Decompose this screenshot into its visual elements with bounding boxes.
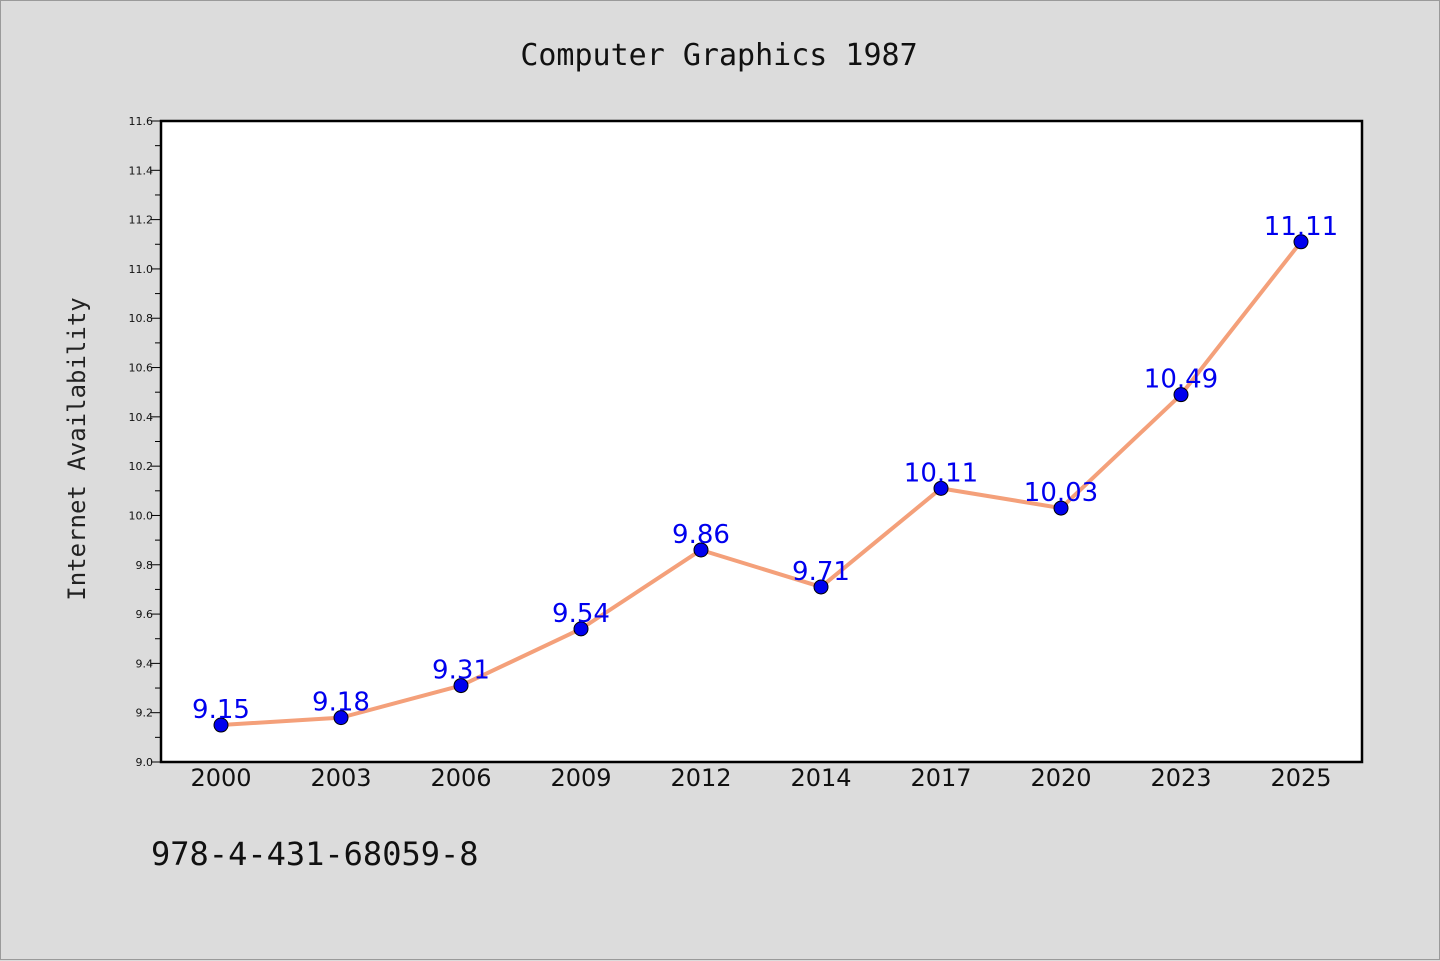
data-label: 11.11 [1264, 212, 1338, 242]
x-tick-label: 2017 [910, 764, 971, 792]
y-tick-label: 11.6 [129, 115, 154, 128]
y-tick-label: 9.2 [136, 707, 154, 720]
x-tick-label: 2003 [310, 764, 371, 792]
y-tick-label: 10.6 [129, 362, 154, 375]
data-point-2023 [1173, 387, 1189, 403]
x-tick-label: 2006 [430, 764, 491, 792]
data-point-2020 [1053, 500, 1069, 516]
y-tick-label: 9.0 [136, 756, 154, 769]
y-tick-label: 11.4 [129, 164, 154, 177]
data-point-2017 [933, 480, 949, 496]
data-point-2006 [453, 678, 469, 694]
x-axis-ticks: 2000 2003 2006 2009 2012 2014 2017 2020 2023 2025 [190, 764, 1331, 792]
y-tick-label: 9.8 [136, 559, 154, 572]
data-label: 10.03 [1024, 478, 1098, 508]
y-axis-ticks: 9.0 9.2 9.4 9.6 9.8 10.0 10.2 10.4 10.6 10.8 11.0 1… [129, 115, 161, 769]
data-labels-layer: 9.15 9.18 9.31 9.54 9.86 9.71 10.11 10.03 10.49 1… [192, 212, 1338, 725]
data-point-2012 [693, 542, 709, 558]
data-label: 10.49 [1144, 365, 1218, 395]
data-label: 9.18 [312, 688, 370, 718]
x-tick-label: 2020 [1030, 764, 1091, 792]
series-layer [213, 234, 1309, 733]
y-tick-label: 10.4 [129, 411, 154, 424]
data-label: 9.54 [552, 599, 610, 629]
chart-title: Computer Graphics 1987 [520, 38, 917, 73]
data-label: 9.71 [792, 557, 850, 587]
y-tick-label: 11.0 [129, 263, 154, 276]
data-point-2009 [573, 621, 589, 637]
y-tick-label: 10.2 [129, 460, 154, 473]
y-axis-label: Internet Availability [63, 297, 91, 600]
data-point-2014 [813, 579, 829, 595]
data-point-2003 [333, 710, 349, 726]
y-tick-label: 10.0 [129, 509, 154, 522]
y-tick-label: 11.2 [129, 214, 154, 227]
x-tick-label: 2012 [670, 764, 731, 792]
data-point-2025 [1293, 234, 1309, 250]
plot-area [159, 119, 1364, 764]
x-tick-label: 2025 [1270, 764, 1331, 792]
data-label: 10.11 [904, 458, 978, 488]
y-tick-label: 9.4 [136, 657, 154, 670]
series-line [219, 239, 1303, 728]
y-tick-label: 9.6 [136, 608, 154, 621]
data-label: 9.15 [192, 695, 250, 725]
y-tick-label: 10.8 [129, 312, 154, 325]
x-tick-label: 2023 [1150, 764, 1211, 792]
data-point-2000 [213, 717, 229, 733]
x-tick-label: 2000 [190, 764, 251, 792]
x-tick-label: 2014 [790, 764, 851, 792]
data-label: 9.86 [672, 520, 730, 550]
data-label: 9.31 [432, 656, 490, 686]
x-tick-label: 2009 [550, 764, 611, 792]
footer-isbn: 978-4-431-68059-8 [151, 835, 479, 873]
